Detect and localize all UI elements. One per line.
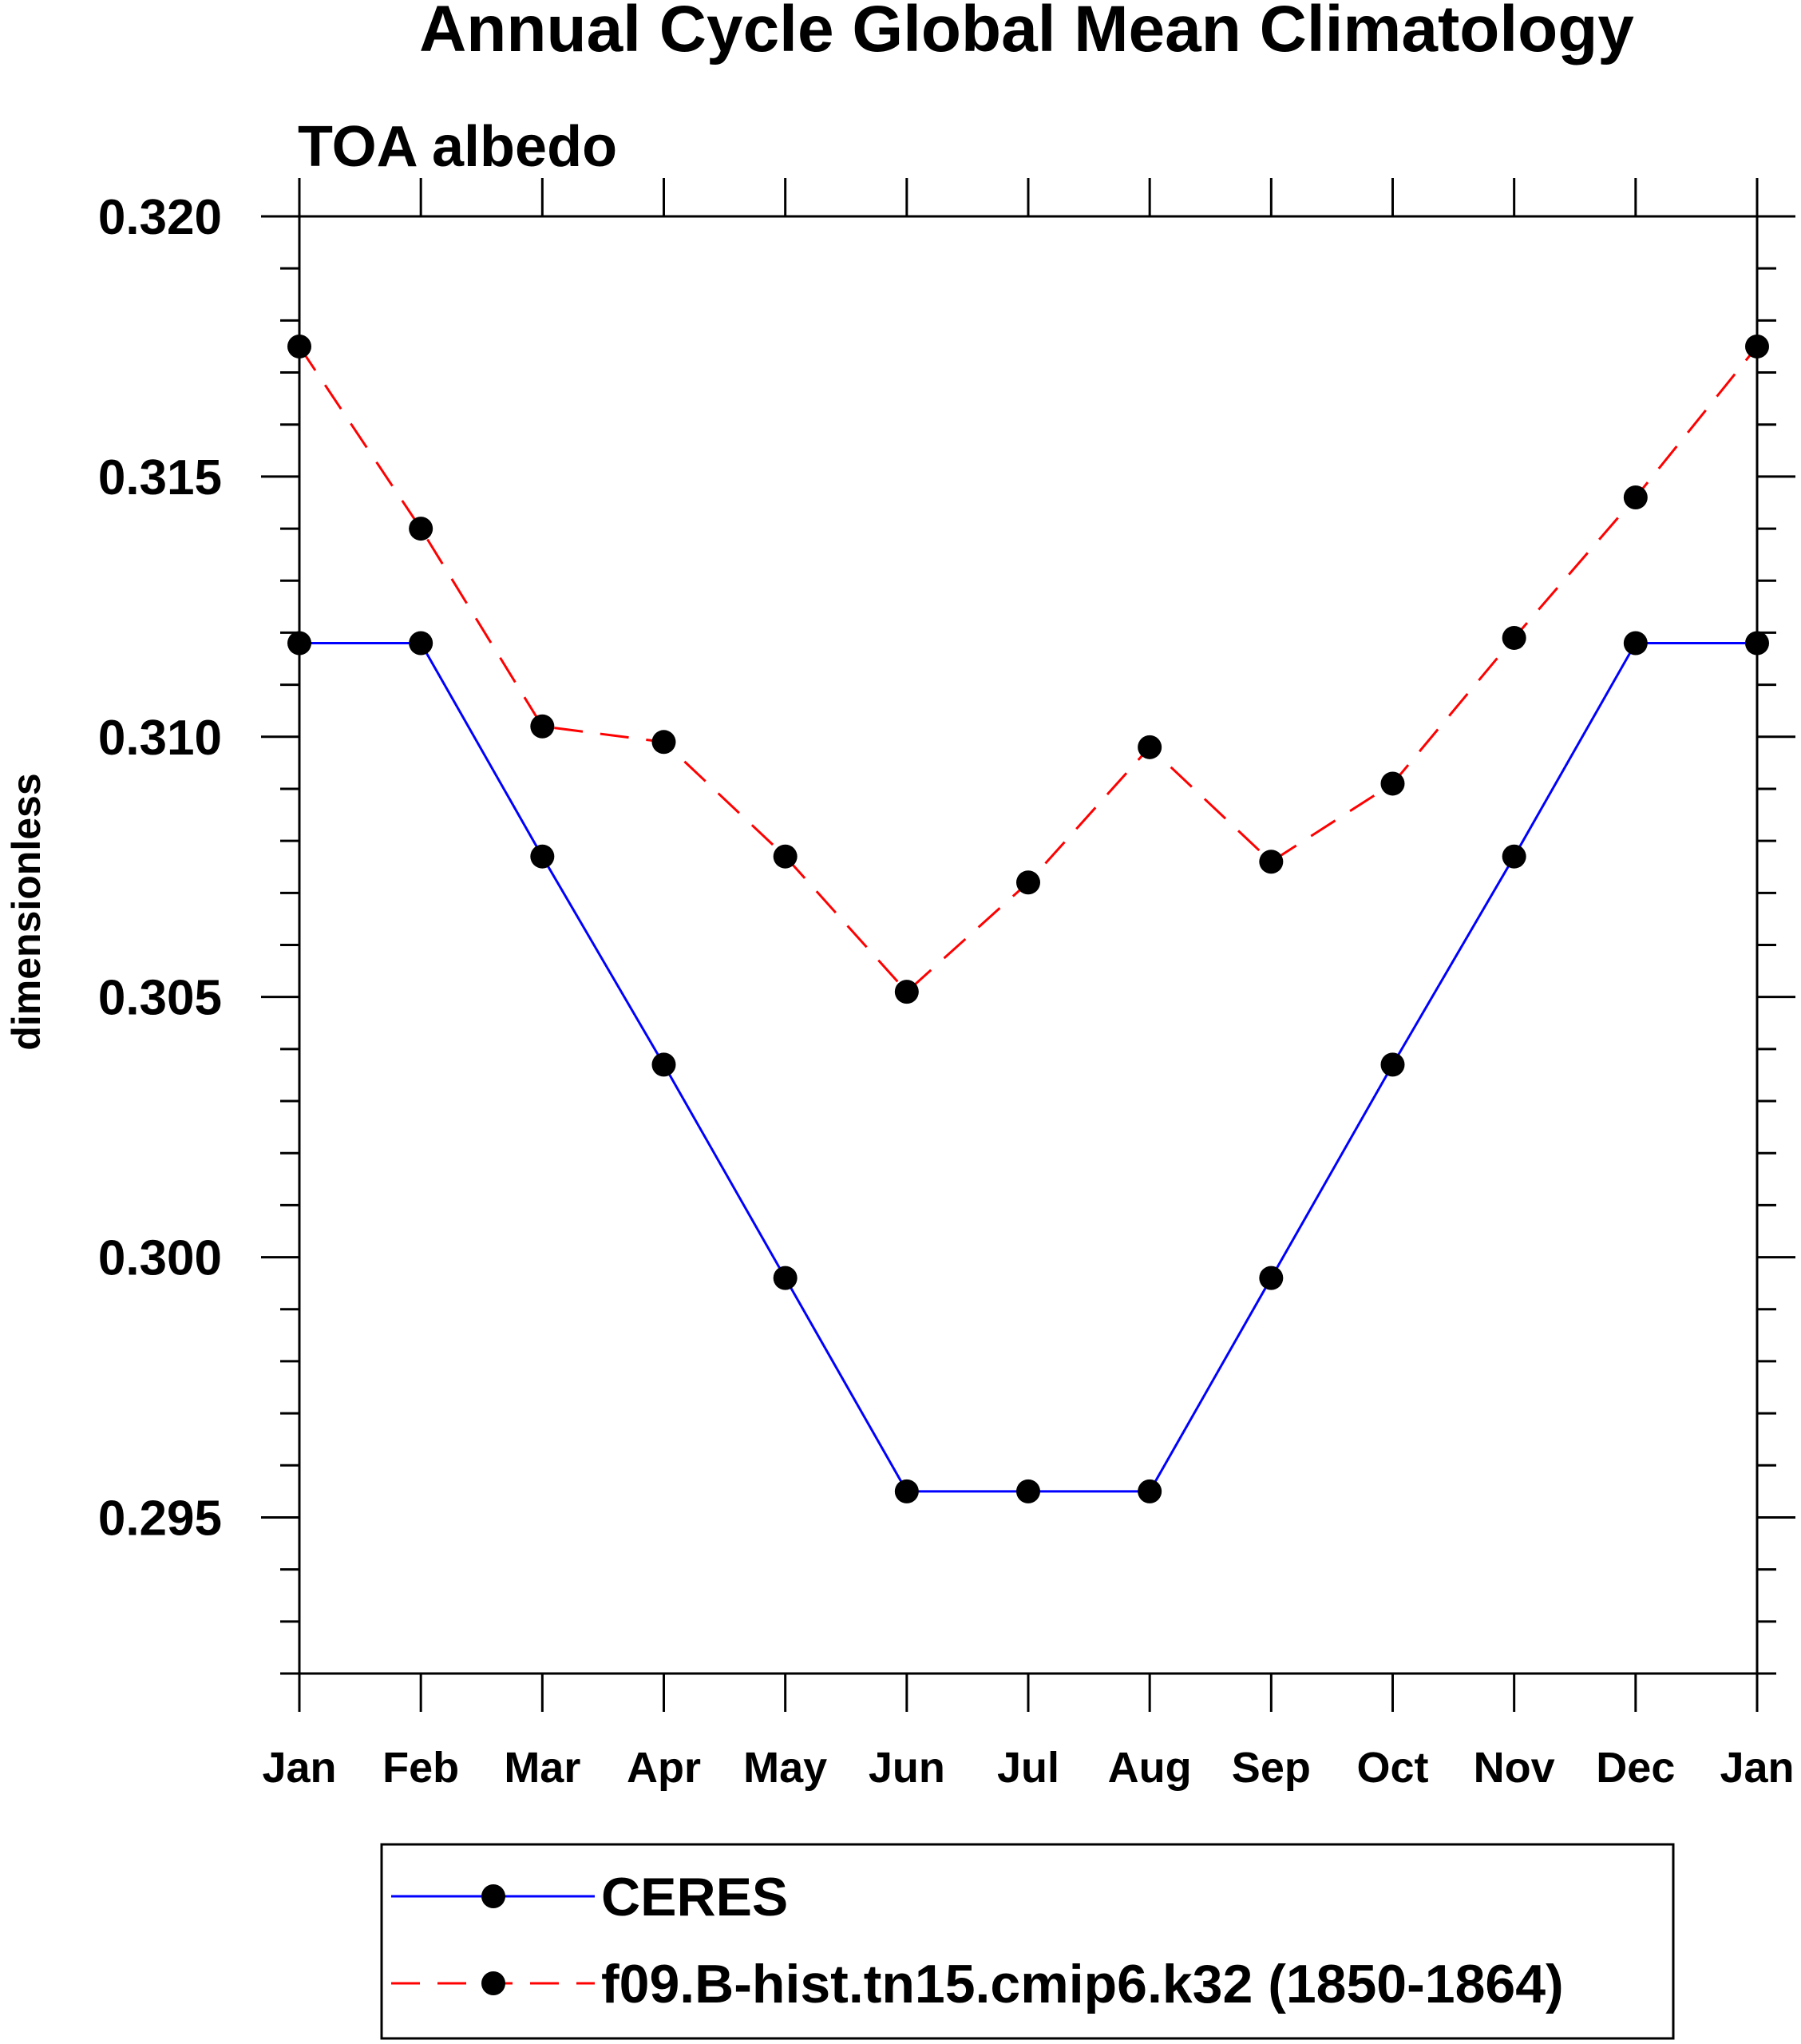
data-point-1 xyxy=(1138,735,1162,759)
data-point-0 xyxy=(1380,1052,1405,1077)
chart-subtitle: TOA albedo xyxy=(298,115,617,179)
series xyxy=(287,334,1769,1503)
x-tick-label: Jun xyxy=(869,1744,945,1792)
x-tick-label: Apr xyxy=(627,1744,701,1792)
y-axis-label: dimensionless xyxy=(4,773,49,1050)
x-tick-label: Jan xyxy=(1720,1744,1794,1792)
data-point-0 xyxy=(1502,844,1526,869)
data-point-1 xyxy=(530,714,555,739)
x-tick-label: Mar xyxy=(504,1744,580,1792)
data-point-1 xyxy=(1016,870,1040,895)
data-point-1 xyxy=(1502,625,1526,650)
tick-labels: Jan Feb Mar Apr May Jun Jul Aug Sep Oct Nov Dec Jan 0… xyxy=(98,190,1795,1792)
x-tick-label: Oct xyxy=(1356,1744,1428,1792)
x-tick-label: Jan xyxy=(262,1744,336,1792)
plot-frame xyxy=(298,215,1759,1675)
axis-ticks xyxy=(261,178,1795,1712)
legend-marker-ceres xyxy=(481,1884,505,1908)
legend-label-ceres: CERES xyxy=(601,1867,788,1927)
data-point-1 xyxy=(651,730,676,755)
data-point-0 xyxy=(773,1266,798,1290)
x-tick-label: Aug xyxy=(1108,1744,1192,1792)
y-tick-label: 0.320 xyxy=(98,190,222,245)
series-line-1 xyxy=(298,346,1759,994)
legend-label-model: f09.B-hist.tn15.cmip6.k32 (1850-1864) xyxy=(601,1954,1564,2014)
x-tick-label: May xyxy=(743,1744,827,1792)
legend-marker-model xyxy=(481,1971,505,1995)
data-point-0 xyxy=(1138,1479,1162,1503)
y-tick-label: 0.305 xyxy=(98,971,222,1026)
data-point-0 xyxy=(409,631,433,656)
legend-box xyxy=(380,1843,1675,2040)
x-tick-label: Feb xyxy=(382,1744,459,1792)
data-point-1 xyxy=(773,844,798,869)
chart-title: Annual Cycle Global Mean Climatology xyxy=(419,0,1634,65)
y-tick-label: 0.300 xyxy=(98,1231,222,1286)
series-line-0 xyxy=(299,641,1757,1493)
legend: CERES f09.B-hist.tn15.cmip6.k32 (1850-18… xyxy=(380,1843,1675,2040)
x-tick-label: Dec xyxy=(1596,1744,1675,1792)
y-tick-label: 0.310 xyxy=(98,711,222,766)
data-point-0 xyxy=(1259,1266,1284,1290)
x-tick-label: Jul xyxy=(997,1744,1059,1792)
data-point-0 xyxy=(651,1052,676,1077)
data-point-0 xyxy=(894,1479,919,1503)
y-tick-label: 0.295 xyxy=(98,1491,222,1546)
data-point-1 xyxy=(1259,850,1284,874)
data-point-0 xyxy=(1623,631,1648,656)
data-point-1 xyxy=(894,980,919,1004)
x-tick-label: Nov xyxy=(1474,1744,1555,1792)
data-point-1 xyxy=(1623,485,1648,509)
data-point-0 xyxy=(530,844,555,869)
data-point-1 xyxy=(1380,771,1405,796)
data-point-0 xyxy=(1016,1479,1040,1503)
data-point-1 xyxy=(409,517,433,541)
y-tick-label: 0.315 xyxy=(98,450,222,505)
x-tick-label: Sep xyxy=(1232,1744,1311,1792)
